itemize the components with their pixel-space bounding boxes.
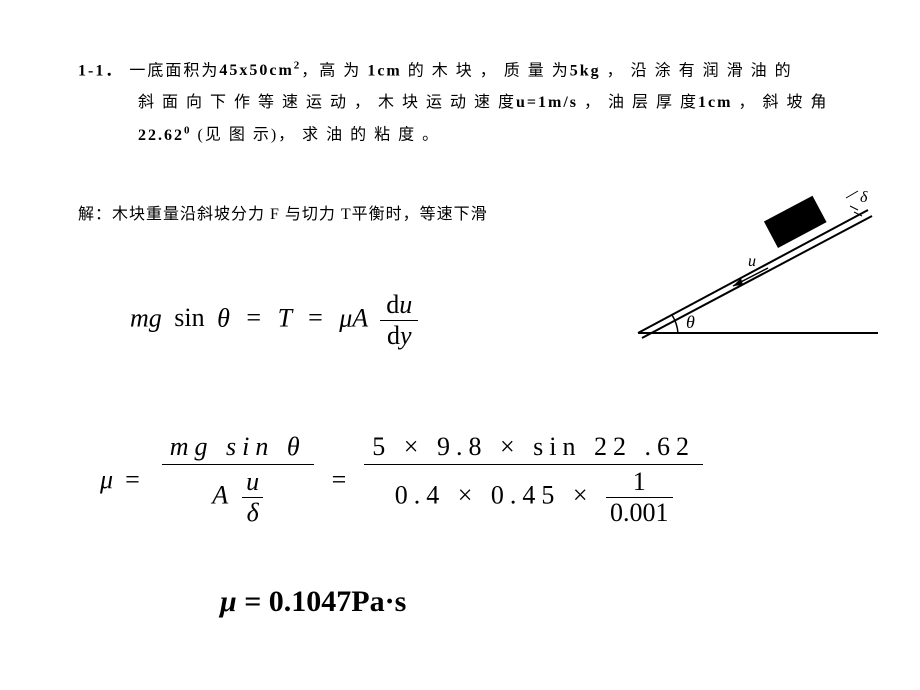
l1m1: ，高 为 bbox=[301, 62, 367, 79]
line1-pre: 一底面积为 bbox=[129, 62, 219, 79]
eq2-f1-den-delta: δ bbox=[242, 498, 263, 528]
l2b: ， 油 层 厚 度 bbox=[578, 94, 698, 111]
problem-line-2: 斜 面 向 下 作 等 速 运 动 ， 木 块 运 动 速 度u=1m/s ， … bbox=[138, 87, 838, 119]
l1m3: ， 沿 涂 有 润 滑 油 的 bbox=[601, 62, 793, 79]
l1m2: 的 木 块 ， 质 量 为 bbox=[402, 62, 570, 79]
mass: 5kg bbox=[570, 62, 601, 79]
eq2-f1-den: A u δ bbox=[162, 465, 314, 530]
equation-1: mg sin θ = T = μA du dy bbox=[130, 290, 418, 351]
eq2-f2-sub-den: 0.001 bbox=[606, 498, 673, 528]
eq1-eq1: = bbox=[246, 303, 261, 332]
eq3-mu: μ bbox=[220, 585, 237, 618]
solution-intro: 解：木块重量沿斜坡分力 F 与切力 T平衡时，等速下滑 bbox=[78, 200, 488, 224]
incline-line-top bbox=[638, 210, 868, 333]
l2c: ， 斜 坡 角 bbox=[732, 94, 828, 111]
eq3-eq: = bbox=[237, 585, 269, 618]
eq1-fraction: du dy bbox=[380, 290, 418, 351]
u-arrow bbox=[733, 268, 768, 286]
equation-2: μ = mg sin θ A u δ = 5 × 9.8 × sin 22 .6… bbox=[100, 430, 713, 530]
block-group bbox=[764, 196, 827, 248]
eq2-f1-den-subfrac: u δ bbox=[242, 467, 263, 528]
eq1-den-y: y bbox=[400, 321, 412, 350]
theta-label: θ bbox=[686, 312, 695, 332]
eq2-eq2: = bbox=[332, 465, 347, 495]
equation-3: μ = 0.1047Pa·s bbox=[220, 585, 406, 619]
l2a: 斜 面 向 下 作 等 速 运 动 ， 木 块 运 动 速 度 bbox=[138, 94, 516, 111]
incline-line-bottom bbox=[642, 216, 872, 338]
eq2-f1-den-u: u bbox=[242, 467, 263, 498]
diagram-svg: u θ δ bbox=[628, 188, 888, 348]
height: 1cm bbox=[367, 62, 401, 79]
velocity: u=1m/s bbox=[516, 94, 578, 111]
eq1-T: T bbox=[278, 303, 292, 332]
eq1-sin: sin bbox=[174, 303, 204, 332]
angle: 22.62 bbox=[138, 127, 184, 144]
eq3-val: 0.1047Pa·s bbox=[269, 585, 407, 618]
eq2-f1-num: mg sin θ bbox=[162, 430, 314, 465]
problem-label: 1-1． bbox=[78, 62, 123, 79]
problem-line-1: 1-1． 一底面积为45x50cm2，高 为 1cm 的 木 块 ， 质 量 为… bbox=[78, 55, 838, 87]
eq2-f2-den-subfrac: 1 0.001 bbox=[606, 467, 673, 528]
area: 45x50cm bbox=[219, 62, 293, 79]
problem-statement: 1-1． 一底面积为45x50cm2，高 为 1cm 的 木 块 ， 质 量 为… bbox=[78, 55, 838, 152]
thickness: 1cm bbox=[698, 94, 732, 111]
eq1-mg: mg bbox=[130, 303, 162, 332]
angle-sup: 0 bbox=[184, 124, 192, 136]
u-label: u bbox=[748, 253, 756, 270]
l3rest: (见 图 示)， 求 油 的 粘 度 。 bbox=[192, 127, 441, 144]
eq2-frac-2: 5 × 9.8 × sin 22 .62 0.4 × 0.45 × 1 0.00… bbox=[364, 430, 703, 530]
eq1-eq2: = bbox=[308, 303, 323, 332]
problem-line-3: 22.620 (见 图 示)， 求 油 的 粘 度 。 bbox=[138, 119, 838, 151]
incline-diagram: u θ δ bbox=[628, 188, 888, 348]
eq2-f1-den-A: A bbox=[212, 480, 227, 509]
eq2-f2-den-left: 0.4 × 0.45 × bbox=[395, 480, 594, 509]
eq2-f2-den: 0.4 × 0.45 × 1 0.001 bbox=[364, 465, 703, 530]
eq1-muA: μA bbox=[339, 303, 367, 332]
eq2-frac-1: mg sin θ A u δ bbox=[162, 430, 314, 530]
delta-label: δ bbox=[860, 189, 868, 206]
eq2-eq1: = bbox=[125, 465, 140, 495]
block-rect bbox=[764, 196, 827, 248]
theta-arc bbox=[672, 315, 678, 333]
eq1-num-u: u bbox=[399, 290, 412, 319]
eq2-f2-num: 5 × 9.8 × sin 22 .62 bbox=[364, 430, 703, 465]
eq1-theta: θ bbox=[217, 303, 230, 332]
eq2-mu: μ bbox=[100, 465, 113, 495]
eq2-f2-sub-num: 1 bbox=[606, 467, 673, 498]
